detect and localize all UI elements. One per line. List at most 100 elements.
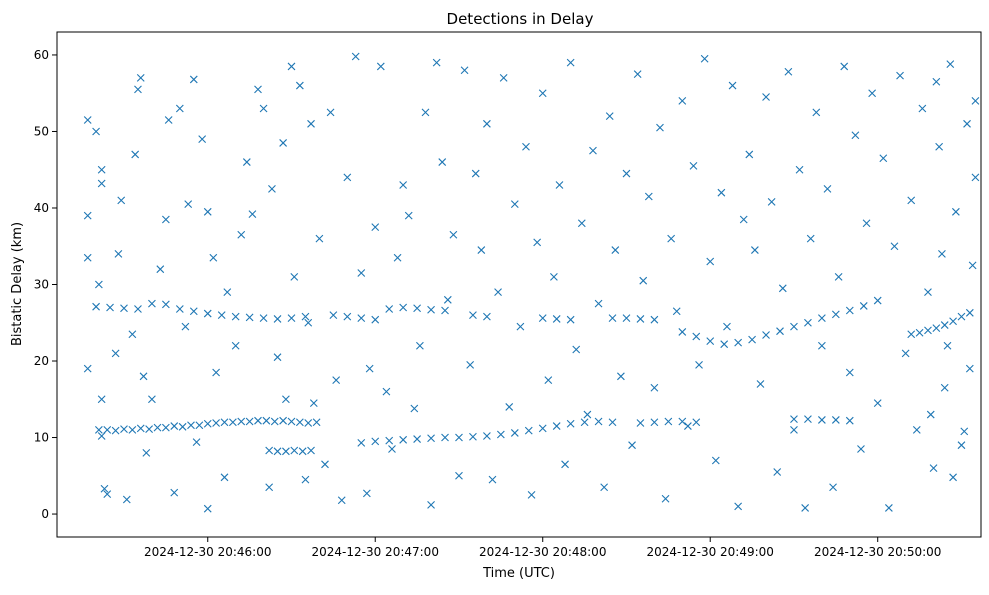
data-point xyxy=(469,311,477,319)
data-point xyxy=(203,207,212,216)
data-point xyxy=(522,142,530,151)
data-point xyxy=(466,360,475,369)
data-point xyxy=(142,448,151,457)
data-point xyxy=(145,425,154,434)
data-point xyxy=(896,71,904,80)
data-point xyxy=(776,327,784,336)
data-point xyxy=(189,307,198,316)
data-point xyxy=(103,425,112,434)
data-point xyxy=(192,438,201,447)
x-axis-label: Time (UTC) xyxy=(482,566,555,581)
data-point xyxy=(600,483,609,492)
data-point xyxy=(83,116,92,124)
data-point xyxy=(441,306,449,315)
data-point xyxy=(259,314,268,323)
data-point xyxy=(723,322,731,331)
y-axis-label: Bistatic Delay (km) xyxy=(10,222,25,346)
data-point xyxy=(706,257,715,266)
data-point xyxy=(949,473,957,482)
data-point xyxy=(455,471,463,480)
data-point xyxy=(695,360,703,369)
data-point xyxy=(134,305,142,313)
data-point xyxy=(862,219,871,228)
data-point xyxy=(131,150,140,159)
data-point xyxy=(762,331,770,339)
y-tick-label: 40 xyxy=(34,201,49,215)
data-point xyxy=(187,421,195,430)
data-point xyxy=(273,447,282,456)
data-point xyxy=(178,422,187,431)
data-point xyxy=(720,340,729,349)
data-point xyxy=(329,311,338,319)
data-point xyxy=(203,309,212,318)
data-point xyxy=(700,54,709,63)
chart-title: Detections in Delay xyxy=(447,10,594,28)
data-point xyxy=(301,312,310,321)
data-point xyxy=(399,303,408,312)
data-point xyxy=(217,311,226,319)
data-point xyxy=(580,418,589,427)
data-point xyxy=(404,211,413,220)
data-point xyxy=(932,324,941,333)
data-point xyxy=(83,253,92,262)
data-point xyxy=(636,315,645,323)
data-point xyxy=(332,376,341,385)
data-point xyxy=(879,154,888,163)
data-point xyxy=(262,416,271,425)
data-point xyxy=(161,300,170,309)
data-point xyxy=(552,422,561,430)
data-point xyxy=(633,70,642,78)
data-point xyxy=(594,299,603,308)
data-point xyxy=(859,302,868,310)
data-point xyxy=(622,169,631,178)
data-point xyxy=(295,418,304,427)
data-point xyxy=(301,475,310,484)
data-point xyxy=(873,296,882,305)
data-point xyxy=(924,288,932,297)
data-point xyxy=(561,460,569,469)
data-point xyxy=(455,433,463,442)
data-point xyxy=(220,418,229,427)
data-point xyxy=(650,383,659,392)
data-point xyxy=(784,67,793,76)
data-point xyxy=(106,303,114,312)
data-point xyxy=(611,246,620,254)
x-tick-label: 2024-12-30 20:49:00 xyxy=(646,545,773,559)
data-point xyxy=(120,425,128,434)
data-point xyxy=(371,223,380,232)
data-point xyxy=(795,165,804,174)
data-point xyxy=(307,446,315,455)
data-point xyxy=(667,234,676,243)
data-point xyxy=(692,332,701,341)
data-point xyxy=(834,272,843,281)
data-point xyxy=(148,299,156,308)
data-point xyxy=(83,211,92,220)
data-point xyxy=(212,419,221,427)
data-point xyxy=(678,417,687,426)
data-point xyxy=(965,364,974,373)
data-point xyxy=(97,395,106,404)
data-point xyxy=(907,330,916,339)
data-point xyxy=(97,165,106,174)
data-point xyxy=(566,58,575,67)
data-point xyxy=(413,304,421,313)
data-point xyxy=(594,417,603,426)
data-point xyxy=(83,364,92,373)
data-point xyxy=(309,399,318,407)
data-point xyxy=(572,345,581,354)
data-point xyxy=(717,188,726,197)
data-point xyxy=(617,372,625,381)
data-point xyxy=(577,219,586,228)
data-point xyxy=(831,416,840,424)
data-point xyxy=(890,242,899,251)
data-point xyxy=(351,52,360,61)
data-point xyxy=(181,322,190,331)
data-point xyxy=(706,337,715,346)
data-point xyxy=(873,399,882,407)
data-point xyxy=(692,418,701,427)
data-point xyxy=(544,376,553,385)
data-point xyxy=(538,314,547,323)
data-point xyxy=(410,404,419,413)
data-point xyxy=(254,85,262,94)
data-point xyxy=(924,326,932,335)
